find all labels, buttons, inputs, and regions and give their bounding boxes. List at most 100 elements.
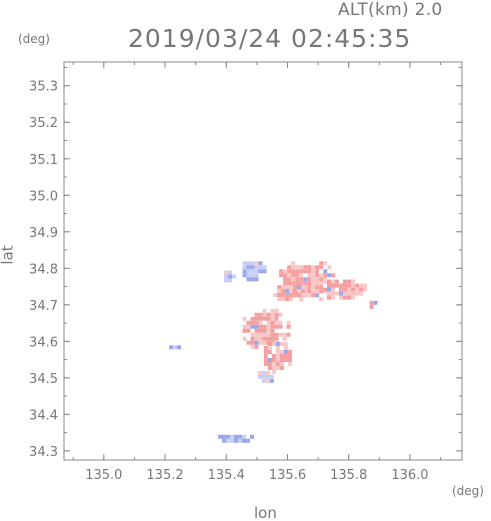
echo-cell	[234, 434, 238, 439]
echo-cell	[258, 269, 263, 274]
echo-cell	[307, 281, 312, 286]
echo-cell	[267, 342, 272, 346]
echo-cell	[327, 277, 332, 282]
echo-cell	[277, 297, 282, 302]
echo-cell	[254, 344, 259, 349]
echo-cell	[293, 293, 298, 298]
echo-cell	[250, 340, 255, 345]
echo-cell	[335, 291, 339, 296]
echo-cell	[315, 273, 320, 278]
echo-cell	[258, 261, 263, 266]
echo-cell	[307, 273, 312, 278]
echo-cell	[359, 287, 363, 292]
echo-cell	[319, 281, 324, 286]
echo-cell	[347, 279, 351, 284]
echo-cell	[319, 277, 324, 282]
y-axis-unit: (deg)	[18, 32, 50, 46]
echo-cell	[307, 265, 312, 270]
y-tick-label: 35.2	[29, 116, 58, 131]
echo-cell	[307, 285, 312, 290]
echo-cell	[263, 350, 268, 354]
echo-cell	[331, 287, 335, 292]
echo-cell	[250, 328, 255, 333]
echo-cell	[271, 370, 276, 374]
echo-cell	[258, 316, 263, 321]
echo-cell	[246, 328, 251, 333]
echo-cell	[339, 287, 343, 292]
echo-cell	[266, 324, 271, 329]
echo-cell	[323, 287, 327, 292]
echo-cell	[327, 265, 332, 270]
echo-cell	[351, 287, 355, 292]
echo-cell	[347, 283, 351, 288]
echo-cell	[250, 332, 255, 337]
x-tick-label: 135.0	[85, 468, 122, 483]
echo-cell	[275, 350, 280, 354]
echo-cell	[250, 434, 254, 439]
echo-cell	[261, 378, 266, 383]
echo-cell	[254, 277, 259, 282]
echo-cell	[277, 289, 282, 294]
echo-cell	[278, 328, 283, 333]
echo-cell	[319, 265, 324, 270]
echo-cell	[265, 378, 270, 383]
echo-cell	[224, 270, 229, 275]
echo-cell	[311, 285, 316, 290]
echo-cell	[287, 362, 292, 366]
echo-cell	[270, 328, 275, 333]
echo-cell	[331, 279, 335, 284]
echo-cell	[274, 332, 279, 337]
echo-cell	[295, 277, 300, 282]
echo-cell	[222, 434, 226, 439]
echo-cell	[271, 362, 276, 366]
echo-cell	[278, 320, 283, 325]
echo-cell	[299, 285, 304, 290]
echo-cell	[274, 316, 279, 321]
echo-cell	[242, 434, 246, 439]
echo-cell	[279, 362, 284, 366]
echo-cell	[270, 308, 275, 313]
echo-cell	[315, 277, 320, 282]
echo-cell	[262, 320, 267, 325]
echo-cell	[274, 320, 279, 325]
echo-cell	[258, 336, 263, 341]
y-tick-label: 34.8	[29, 262, 58, 277]
echo-cell	[277, 293, 282, 298]
echo-cell	[254, 269, 259, 274]
echo-cell	[242, 336, 247, 341]
echo-cell	[254, 332, 259, 337]
y-tick-label: 34.3	[29, 445, 58, 460]
echo-cell	[299, 277, 304, 282]
echo-cell	[285, 285, 290, 290]
echo-cell	[224, 278, 229, 283]
echo-cell	[238, 438, 242, 443]
echo-cell	[266, 320, 271, 325]
echo-cell	[246, 269, 251, 274]
echo-cell	[258, 340, 263, 345]
echo-cell	[303, 273, 308, 278]
tick-layer: 35.3 35.2 35.1 35.0 34.9 34.8 34.7 34.6 34.5 34.4…	[29, 62, 462, 483]
echo-cell	[269, 374, 274, 379]
echo-cell	[283, 281, 288, 286]
echo-cell	[254, 340, 259, 345]
x-axis-unit: (deg)	[452, 484, 484, 498]
echo-cell	[315, 289, 320, 294]
echo-cell	[355, 287, 359, 292]
echo-cell	[283, 358, 288, 362]
echo-cell	[331, 295, 335, 300]
echo-cell	[242, 261, 247, 266]
echo-cell	[275, 358, 280, 362]
echo-cell	[271, 366, 276, 370]
echo-cell	[246, 324, 251, 329]
echo-cell	[277, 285, 282, 290]
echo-cell	[250, 320, 255, 325]
echo-cell	[319, 261, 324, 266]
echo-cell	[311, 289, 316, 294]
echo-cell	[254, 336, 259, 341]
echo-cell	[278, 332, 283, 337]
echo-cell	[274, 308, 279, 313]
echo-cell	[228, 278, 233, 283]
echo-cell	[270, 324, 275, 329]
